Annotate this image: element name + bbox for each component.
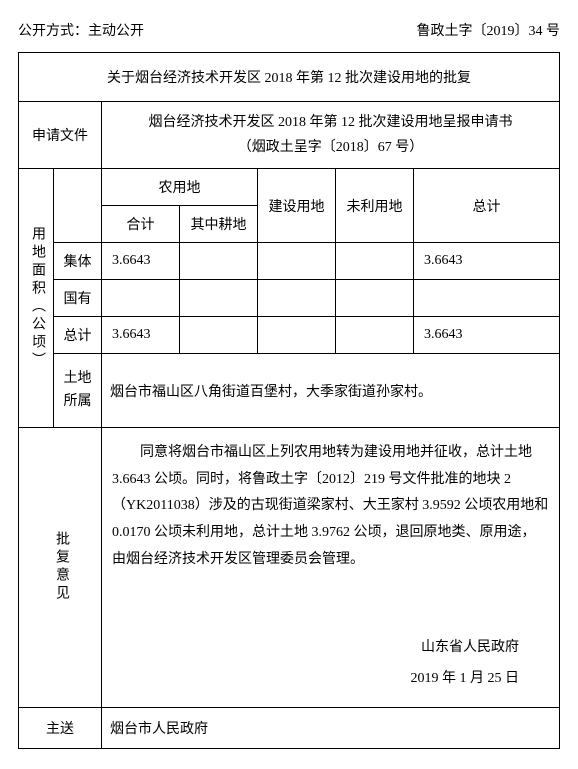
recipient-label: 主送: [19, 707, 102, 748]
sum-agri-farmland: [180, 317, 258, 354]
opinion-body: 同意将烟台市福山区上列农用地转为建设用地并征收，总计土地 3.6643 公顷。同…: [112, 440, 549, 573]
application-content: 烟台经济技术开发区 2018 年第 12 批次建设用地呈报申请书 （烟政土呈字〔…: [102, 102, 560, 169]
application-line1: 烟台经济技术开发区 2018 年第 12 批次建设用地呈报申请书: [108, 110, 553, 135]
sum-label: 总计: [54, 317, 102, 354]
collective-agri-total: 3.6643: [102, 243, 180, 280]
state-unused: [336, 280, 414, 317]
state-construction: [258, 280, 336, 317]
document-title: 关于烟台经济技术开发区 2018 年第 12 批次建设用地的批复: [19, 53, 560, 102]
construction-header: 建设用地: [258, 169, 336, 243]
collective-agri-farmland: [180, 243, 258, 280]
publish-method-label: 公开方式：: [18, 24, 88, 39]
publish-method: 公开方式：主动公开: [18, 20, 144, 40]
collective-label: 集体: [54, 243, 102, 280]
unused-header: 未利用地: [336, 169, 414, 243]
sum-total: 3.6643: [414, 317, 560, 354]
agri-farmland-header: 其中耕地: [180, 206, 258, 243]
doc-number: 鲁政土字〔2019〕34 号: [417, 20, 561, 40]
state-agri-farmland: [180, 280, 258, 317]
recipient-content: 烟台市人民政府: [102, 707, 560, 748]
agri-total-header: 合计: [102, 206, 180, 243]
opinion-content: 同意将烟台市福山区上列农用地转为建设用地并征收，总计土地 3.6643 公顷。同…: [102, 428, 560, 708]
total-header: 总计: [414, 169, 560, 243]
opinion-signer: 山东省人民政府: [112, 633, 519, 664]
opinion-date: 2019 年 1 月 25 日: [112, 664, 519, 695]
collective-unused: [336, 243, 414, 280]
agri-header: 农用地: [102, 169, 258, 206]
ownership-content: 烟台市福山区八角街道百堡村，大季家街道孙家村。: [102, 354, 560, 428]
sum-agri-total: 3.6643: [102, 317, 180, 354]
ownership-label: 土地所属: [54, 354, 102, 428]
land-area-section-label: 用地面积（公顷）: [19, 169, 54, 428]
application-line2: （烟政土呈字〔2018〕67 号）: [108, 135, 553, 160]
sum-unused: [336, 317, 414, 354]
publish-method-value: 主动公开: [88, 24, 144, 39]
application-label: 申请文件: [19, 102, 102, 169]
approval-table: 关于烟台经济技术开发区 2018 年第 12 批次建设用地的批复 申请文件 烟台…: [18, 52, 560, 749]
collective-construction: [258, 243, 336, 280]
state-total: [414, 280, 560, 317]
sum-construction: [258, 317, 336, 354]
opinion-label: 批复意见: [19, 428, 102, 708]
row-type-header: [54, 169, 102, 243]
state-label: 国有: [54, 280, 102, 317]
collective-total: 3.6643: [414, 243, 560, 280]
state-agri-total: [102, 280, 180, 317]
